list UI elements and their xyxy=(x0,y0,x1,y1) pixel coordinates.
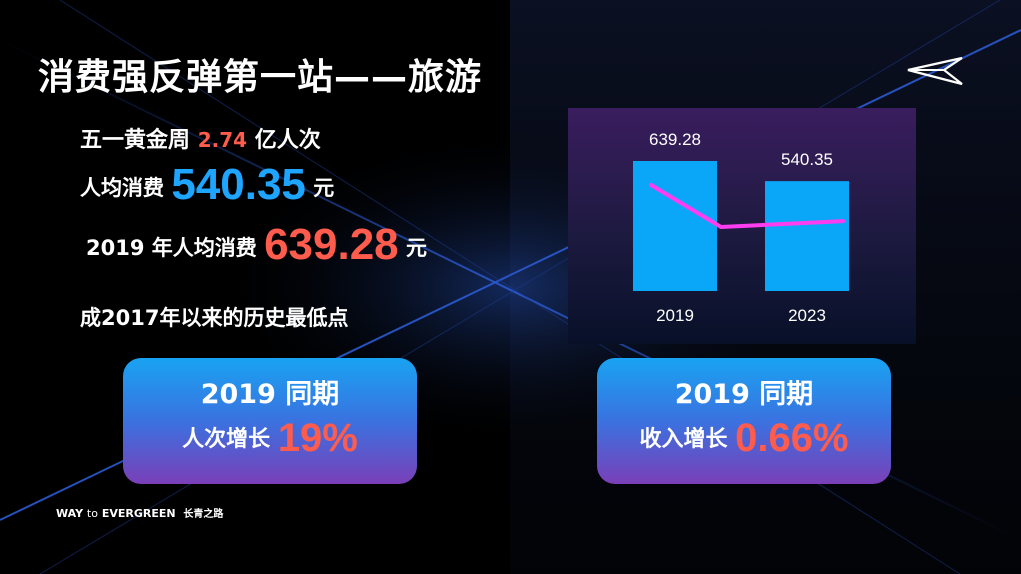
stat-line-per-capita: 人均消费 540.35 元 xyxy=(80,160,334,210)
bar-2023 xyxy=(765,181,849,291)
card-value: 19% xyxy=(277,416,358,460)
data-label-2019: 639.28 xyxy=(649,130,701,149)
x-tick-2019: 2019 xyxy=(656,306,694,325)
bar-2019 xyxy=(633,161,717,291)
stat-line-2019-per-capita: 2019 年人均消费 639.28 元 xyxy=(86,220,427,270)
footer-way: WAY xyxy=(56,507,84,520)
stat-value-2019: 639.28 xyxy=(264,220,399,269)
stat-unit: 元 xyxy=(313,176,335,200)
card-value: 0.66% xyxy=(735,416,849,460)
stat-note: 成2017年以来的历史最低点 xyxy=(80,306,349,330)
stat-unit: 亿人次 xyxy=(254,128,321,153)
card-label: 收入增长 xyxy=(639,427,728,452)
stat-card-visitors: 2019 同期 人次增长 19% xyxy=(123,358,417,484)
stat-label: 2019 年人均消费 xyxy=(86,236,257,260)
card-title: 2019 同期 xyxy=(674,379,814,410)
card-label: 人次增长 xyxy=(182,427,271,452)
footer-to: to xyxy=(86,507,98,520)
page-title: 消费强反弹第一站——旅游 xyxy=(38,57,483,98)
stat-line-visitors: 五一黄金周 2.74 亿人次 xyxy=(80,122,321,154)
footer-brand: WAY to EVERGREEN 长青之路 xyxy=(56,505,223,520)
stat-value-per-capita: 540.35 xyxy=(171,160,306,209)
stat-unit: 元 xyxy=(405,236,427,260)
x-tick-2023: 2023 xyxy=(788,306,826,325)
footer-evergreen: EVERGREEN xyxy=(101,507,176,520)
trend-line xyxy=(649,183,845,229)
card-body: 人次增长 19% xyxy=(123,416,417,461)
brand-logo-icon xyxy=(907,56,963,86)
bar-chart-panel: 639.28 2019 540.35 2023 xyxy=(568,108,916,344)
stat-label: 人均消费 xyxy=(80,176,164,200)
footer-cn: 长青之路 xyxy=(183,509,224,520)
card-title: 2019 同期 xyxy=(200,379,340,410)
bar-chart: 639.28 2019 540.35 2023 xyxy=(633,130,849,325)
card-body: 收入增长 0.66% xyxy=(597,416,891,461)
stat-label: 五一黄金周 xyxy=(80,128,191,153)
stat-value-visitors: 2.74 xyxy=(197,128,248,152)
data-label-2023: 540.35 xyxy=(781,150,833,169)
stat-card-revenue: 2019 同期 收入增长 0.66% xyxy=(597,358,891,484)
